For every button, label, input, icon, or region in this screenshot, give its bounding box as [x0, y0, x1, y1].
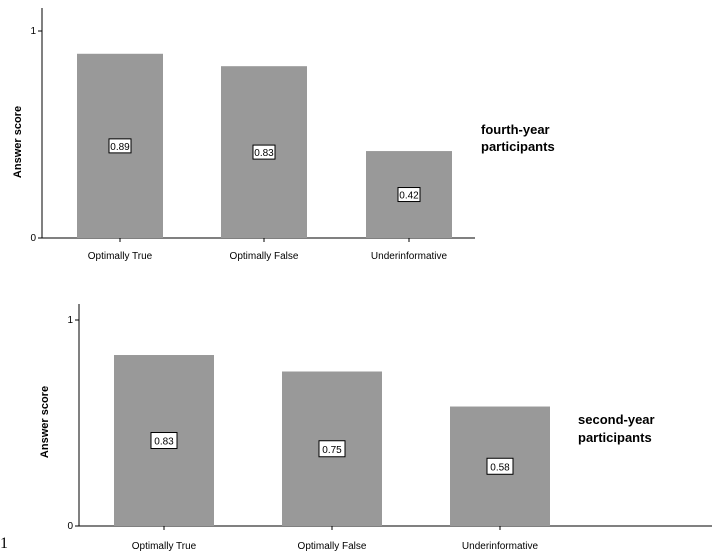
- y-tick-label: 1: [67, 315, 73, 326]
- data-label-box: [397, 187, 421, 203]
- data-label-box: [252, 144, 276, 160]
- y-axis-label: Answer score: [12, 106, 24, 178]
- data-label: 0.75: [322, 445, 342, 456]
- data-label-box: [486, 457, 514, 475]
- data-label-box: [318, 440, 346, 458]
- y-tick-label: 0: [67, 521, 73, 532]
- y-axis-label: Answer score: [39, 386, 51, 458]
- chart-annotation: participants: [481, 139, 555, 154]
- chart-annotation: fourth-year: [481, 122, 550, 137]
- data-label-box: [108, 138, 132, 154]
- category-label: Underinformative: [462, 541, 539, 552]
- chart-annotation: second-year: [578, 412, 655, 427]
- data-label: 0.42: [399, 191, 419, 202]
- data-label-box: [150, 432, 178, 450]
- y-tick-label: 0: [30, 233, 36, 244]
- chart-second-year: 0 1 Answer score 0.83 Optimally True 0.75 Opti…: [39, 304, 712, 552]
- category-label: Optimally False: [230, 251, 299, 262]
- chart-annotation: participants: [578, 430, 652, 445]
- stray-text: 1: [0, 535, 8, 552]
- data-label: 0.58: [490, 462, 510, 473]
- y-tick-label: 1: [30, 26, 36, 37]
- data-label: 0.83: [154, 437, 174, 448]
- category-label: Optimally False: [298, 541, 367, 552]
- data-label: 0.83: [254, 148, 274, 159]
- chart-fourth-year: 0 1 Answer score 0.89 Optimally True 0.83 Opti…: [12, 8, 555, 262]
- category-label: Optimally True: [88, 251, 153, 262]
- category-label: Underinformative: [371, 251, 448, 262]
- category-label: Optimally True: [132, 541, 197, 552]
- data-label: 0.89: [110, 142, 130, 153]
